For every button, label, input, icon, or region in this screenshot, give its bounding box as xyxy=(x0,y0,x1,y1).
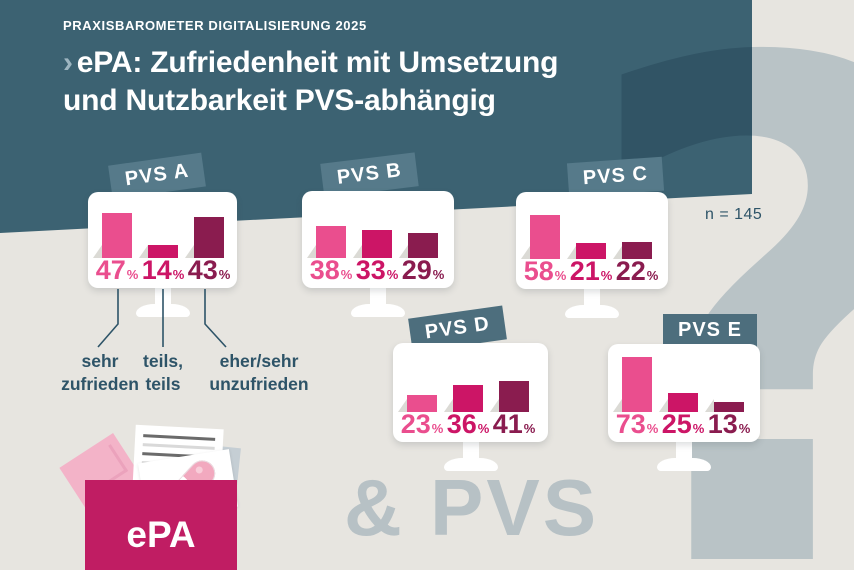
epa-folder-label: ePA xyxy=(126,514,196,555)
bar-pvs-a-3 xyxy=(194,217,224,258)
bar-pvs-e-3 xyxy=(714,402,744,412)
value-pvs-a-3: 43% xyxy=(187,255,231,285)
value-pvs-b-2: 33% xyxy=(355,255,399,285)
value-pvs-d-2: 36% xyxy=(446,409,490,439)
legend-item-teils-teils: teils, teils xyxy=(143,351,183,394)
bar-pvs-d-1 xyxy=(407,395,437,412)
value-pvs-a-1: 47% xyxy=(95,255,139,285)
bar-pvs-b-1 xyxy=(316,226,346,258)
chevron-icon: › xyxy=(63,46,73,79)
monitor-stand-neck-pvs-e xyxy=(676,438,692,462)
monitor-pvs-e: 73% 25% 13% xyxy=(608,344,760,442)
legend-item-sehr-zufrieden: sehr zufrieden xyxy=(61,351,139,394)
value-pvs-b-3: 29% xyxy=(401,255,445,285)
value-pvs-c-1: 58% xyxy=(523,256,567,286)
monitor-stand-base-pvs-b xyxy=(351,304,405,317)
sample-size-note: n = 145 xyxy=(705,206,763,223)
value-pvs-a-2: 14% xyxy=(141,255,185,285)
monitor-stand-base-pvs-e xyxy=(657,458,711,471)
value-pvs-b-1: 38% xyxy=(309,255,353,285)
monitor-pvs-c: 58% 21% 22% xyxy=(516,192,668,289)
title-line-1: › ePA: Zufriedenheit mit Umsetzung xyxy=(63,46,559,79)
value-pvs-e-1: 73% xyxy=(615,409,659,439)
bar-pvs-a-1 xyxy=(102,213,132,258)
bar-pvs-c-2 xyxy=(576,243,606,259)
legend-item-unzufrieden: eher/sehr unzufrieden xyxy=(209,351,309,394)
bar-pvs-e-2 xyxy=(668,393,698,412)
title-line-2: und Nutzbarkeit PVS-abhängig xyxy=(63,84,496,117)
pvs-tag-pvs-e: PVS E xyxy=(663,314,757,348)
value-pvs-d-1: 23% xyxy=(400,409,444,439)
bar-pvs-d-2 xyxy=(453,385,483,412)
monitor-pvs-d: 23% 36% 41% xyxy=(393,343,548,442)
monitor-stand-neck-pvs-d xyxy=(462,438,479,462)
monitor-pvs-b: 38% 33% 29% xyxy=(302,191,454,288)
bar-pvs-c-1 xyxy=(530,215,560,259)
value-pvs-e-2: 25% xyxy=(661,409,705,439)
monitor-stand-neck-pvs-b xyxy=(370,284,386,308)
monitor-stand-base-pvs-c xyxy=(565,305,619,318)
value-pvs-e-3: 13% xyxy=(707,409,751,439)
monitor-stand-base-pvs-a xyxy=(135,304,190,317)
bar-pvs-c-3 xyxy=(622,242,652,259)
monitor-stand-neck-pvs-c xyxy=(584,285,600,309)
bar-pvs-d-3 xyxy=(499,381,529,412)
bar-pvs-e-1 xyxy=(622,357,652,412)
bar-pvs-a-2 xyxy=(148,245,178,258)
ampersand-watermark: & PVS xyxy=(344,463,600,552)
epa-folder-front xyxy=(85,480,237,570)
bar-pvs-b-2 xyxy=(362,230,392,258)
kicker-text: PRAXISBAROMETER DIGITALISIERUNG 2025 xyxy=(63,18,367,33)
value-pvs-c-2: 21% xyxy=(569,256,613,286)
monitor-stand-base-pvs-d xyxy=(443,458,498,471)
page-title: › ePA: Zufriedenheit mit Umsetzung und Nu… xyxy=(63,44,558,120)
bar-pvs-b-3 xyxy=(408,233,438,258)
monitor-pvs-a: 47% 14% 43% xyxy=(88,192,237,288)
value-pvs-c-3: 22% xyxy=(615,256,659,286)
value-pvs-d-3: 41% xyxy=(492,409,536,439)
